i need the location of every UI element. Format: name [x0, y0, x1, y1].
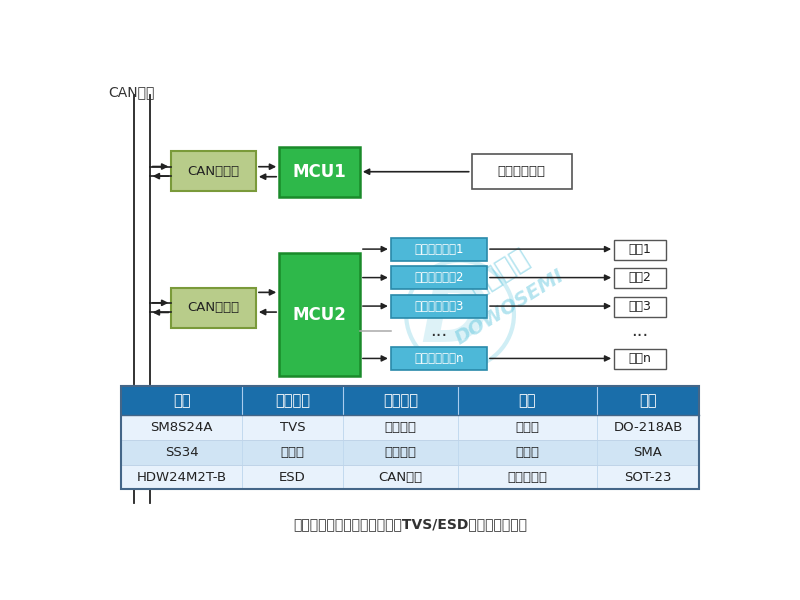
Bar [390, 347, 487, 370]
Text: DO-218AB: DO-218AB [614, 421, 682, 434]
Text: CAN收发器: CAN收发器 [187, 165, 240, 178]
Text: 车灯2: 车灯2 [629, 271, 652, 284]
Text: 封装: 封装 [639, 393, 657, 408]
Text: CAN总线: CAN总线 [108, 85, 154, 99]
Bar [614, 268, 666, 289]
Bar [614, 349, 666, 369]
Text: CAN收发器: CAN收发器 [187, 301, 240, 314]
Bar [122, 464, 242, 490]
Bar [242, 415, 343, 440]
Text: 车灯3: 车灯3 [629, 299, 652, 313]
Bar [458, 415, 598, 440]
Bar [598, 440, 698, 464]
Bar [122, 440, 242, 464]
Text: SS34: SS34 [165, 446, 198, 459]
Bar [242, 386, 343, 415]
Bar [614, 240, 666, 260]
Text: 器件类型: 器件类型 [275, 393, 310, 408]
Text: 车灯驱动电路n: 车灯驱动电路n [414, 352, 464, 365]
Text: 车灯驱动电路1: 车灯驱动电路1 [414, 242, 464, 256]
Bar [343, 464, 458, 490]
Text: CAN总线: CAN总线 [378, 470, 422, 484]
Bar [122, 415, 242, 440]
Bar [390, 238, 487, 260]
Text: ...: ... [430, 322, 447, 340]
Bar [171, 287, 256, 328]
Text: MCU2: MCU2 [293, 305, 346, 323]
Text: 作用: 作用 [518, 393, 536, 408]
Bar [458, 440, 598, 464]
Bar [390, 295, 487, 317]
Bar [458, 386, 598, 415]
Text: MCU1: MCU1 [293, 163, 346, 181]
Bar [171, 151, 256, 191]
Bar [598, 415, 698, 440]
Bar [279, 146, 360, 197]
Text: 车灯控制开关: 车灯控制开关 [498, 165, 546, 178]
Bar [598, 464, 698, 490]
Text: TVS: TVS [280, 421, 306, 434]
Bar [598, 386, 698, 415]
Bar [390, 266, 487, 289]
Bar [242, 440, 343, 464]
Text: 型号: 型号 [173, 393, 190, 408]
Bar [458, 464, 598, 490]
Text: 车灯驱动电路3: 车灯驱动电路3 [414, 299, 463, 313]
Bar [343, 386, 458, 415]
Bar [343, 415, 458, 440]
Text: 电源输入: 电源输入 [385, 421, 417, 434]
Text: SM8S24A: SM8S24A [150, 421, 213, 434]
Bar [614, 297, 666, 317]
Bar [122, 386, 698, 490]
Text: 车灯1: 车灯1 [629, 242, 652, 256]
Text: 肖特基: 肖特基 [281, 446, 305, 459]
Text: ...: ... [632, 322, 649, 340]
Bar [472, 154, 572, 189]
Bar [343, 440, 458, 464]
Text: 使用位置: 使用位置 [383, 393, 418, 408]
Bar [279, 253, 360, 376]
Text: SMA: SMA [634, 446, 662, 459]
Text: D: D [420, 278, 490, 359]
Text: 东沃电子: 东沃电子 [463, 243, 534, 302]
Text: 抛负载: 抛负载 [515, 421, 539, 434]
Bar [242, 464, 343, 490]
Text: 汽车车灯模块浪涌静电保护及TVS/ESD二极管选型指南: 汽车车灯模块浪涌静电保护及TVS/ESD二极管选型指南 [293, 517, 527, 531]
Text: 车灯n: 车灯n [629, 352, 652, 365]
Text: SOT-23: SOT-23 [624, 470, 672, 484]
Text: 电源输入: 电源输入 [385, 446, 417, 459]
Text: HDW24M2T-B: HDW24M2T-B [137, 470, 226, 484]
Text: DOWOSEMI: DOWOSEMI [452, 266, 568, 348]
Text: 车灯驱动电路2: 车灯驱动电路2 [414, 271, 464, 284]
Text: 防反接: 防反接 [515, 446, 539, 459]
Text: 浪涌、静电: 浪涌、静电 [507, 470, 547, 484]
Bar [122, 386, 242, 415]
Text: ESD: ESD [279, 470, 306, 484]
